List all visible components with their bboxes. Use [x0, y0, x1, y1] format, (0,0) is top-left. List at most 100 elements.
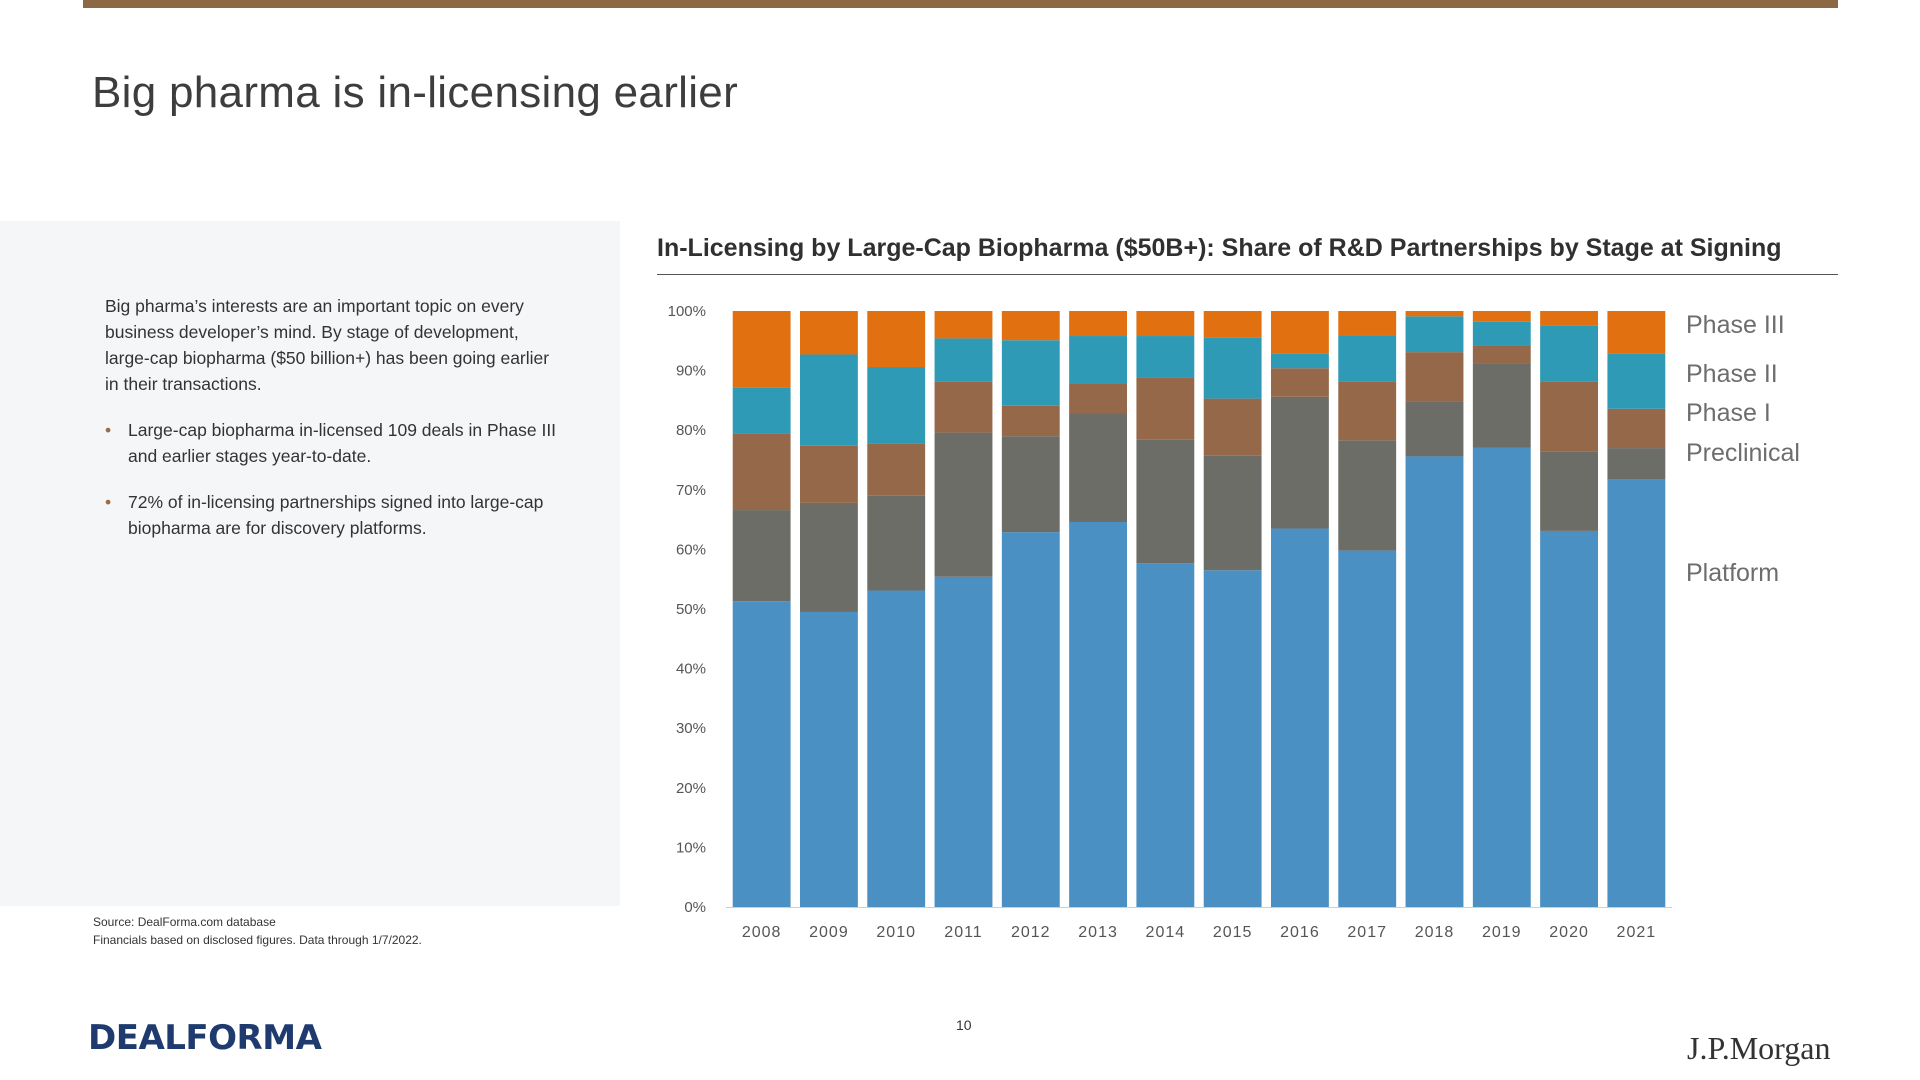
bar-segment-platform: [732, 601, 791, 907]
bar-segment-platform: [934, 576, 993, 907]
bullet-item: • Large-cap biopharma in-licensed 109 dea…: [105, 417, 565, 469]
bar-segment-preclinical: [1203, 455, 1262, 571]
bullet-text: 72% of in-licensing partnerships signed …: [128, 492, 544, 538]
bar-segment-phase-iii: [1069, 311, 1128, 337]
bar-segment-phase-ii: [799, 354, 858, 446]
x-tick-label: 2009: [809, 924, 849, 941]
bar-segment-preclinical: [1136, 439, 1195, 564]
y-tick-label: 30%: [676, 720, 706, 737]
bar-segment-phase-iii: [1136, 311, 1195, 337]
bar-segment-preclinical: [934, 432, 993, 577]
bar-segment-phase-iii: [1338, 311, 1397, 336]
y-tick-label: 70%: [676, 482, 706, 499]
bar-segment-preclinical: [1607, 448, 1666, 480]
bar-segment-phase-iii: [799, 311, 858, 355]
bar-segment-phase-ii: [1405, 316, 1464, 353]
bar-segment-phase-iii: [1540, 311, 1599, 326]
bar-segment-phase-i: [1203, 398, 1262, 456]
bar-segment-phase-iii: [867, 311, 926, 368]
bar-segment-platform: [1540, 530, 1599, 907]
source-note: Source: DealForma.com database Financial…: [93, 913, 422, 949]
bar-segment-phase-iii: [1001, 311, 1060, 341]
y-tick-label: 90%: [676, 363, 706, 380]
bullet-item: • 72% of in-licensing partnerships signed…: [105, 489, 565, 541]
y-tick-label: 40%: [676, 661, 706, 678]
bar-segment-phase-ii: [732, 387, 791, 434]
chart-title-rule: [657, 274, 1838, 275]
legend-label: Phase II: [1686, 360, 1778, 388]
bar-segment-phase-iii: [1607, 311, 1666, 354]
y-tick-label: 20%: [676, 780, 706, 797]
bar-segment-phase-i: [1069, 383, 1128, 414]
bullet-dot-icon: •: [105, 420, 112, 440]
x-tick-label: 2011: [944, 924, 982, 941]
bar-segment-phase-i: [732, 433, 791, 511]
bar-segment-preclinical: [1001, 436, 1060, 533]
bar-segment-phase-ii: [867, 367, 926, 444]
legend-label: Platform: [1686, 559, 1779, 587]
x-tick-label: 2013: [1078, 924, 1118, 941]
x-tick-label: 2012: [1011, 924, 1051, 941]
bar-segment-phase-ii: [1136, 336, 1195, 378]
bar-segment-preclinical: [1540, 451, 1599, 531]
bar-segment-platform: [1069, 521, 1128, 907]
bar-segment-phase-ii: [1338, 335, 1397, 382]
x-tick-label: 2018: [1415, 924, 1455, 941]
y-tick-label: 0%: [684, 899, 706, 916]
bar-segment-phase-iii: [934, 311, 993, 339]
bar-segment-platform: [1472, 447, 1531, 907]
bar-segment-phase-i: [1270, 368, 1329, 397]
y-tick-label: 60%: [676, 541, 706, 558]
x-tick-label: 2015: [1213, 924, 1253, 941]
top-accent-rule: [83, 0, 1838, 8]
bar-segment-phase-iii: [1472, 311, 1531, 322]
intro-paragraph: Big pharma’s interests are an important …: [105, 296, 550, 394]
x-tick-label: 2017: [1347, 924, 1387, 941]
bar-segment-phase-i: [1405, 352, 1464, 402]
bar-segment-platform: [1338, 550, 1397, 907]
bar-segment-phase-ii: [1540, 325, 1599, 382]
bar-segment-preclinical: [1338, 440, 1397, 551]
legend-label: Phase III: [1686, 311, 1785, 339]
bar-segment-phase-iii: [732, 311, 791, 388]
bar-segment-phase-i: [1472, 345, 1531, 364]
x-tick-label: 2008: [742, 924, 782, 941]
bar-segment-preclinical: [1405, 401, 1464, 457]
x-tick-label: 2014: [1146, 924, 1186, 941]
bar-segment-phase-ii: [1607, 353, 1666, 409]
bar-segment-phase-iii: [1203, 311, 1262, 338]
bar-segment-preclinical: [1069, 413, 1128, 522]
bar-segment-platform: [799, 611, 858, 907]
bar-segment-preclinical: [1270, 396, 1329, 529]
bar-segment-phase-i: [1607, 408, 1666, 449]
bar-segment-phase-i: [934, 381, 993, 433]
bar-segment-preclinical: [1472, 363, 1531, 448]
y-tick-label: 80%: [676, 422, 706, 439]
x-tick-label: 2016: [1280, 924, 1320, 941]
bar-segment-preclinical: [867, 495, 926, 591]
bar-segment-platform: [1136, 563, 1195, 907]
source-line: Source: DealForma.com database: [93, 915, 276, 929]
key-points-list: • Large-cap biopharma in-licensed 109 dea…: [105, 417, 565, 561]
bar-segment-phase-i: [1338, 381, 1397, 441]
bar-segment-platform: [1203, 570, 1262, 907]
bar-segment-phase-iii: [1270, 311, 1329, 354]
bar-segment-phase-i: [867, 443, 926, 496]
bar-segment-phase-i: [1540, 381, 1599, 452]
stacked-bar-chart: 0% 10% 20% 30% 40% 50% 60% 70% 80% 90% 100% 2008 200…: [668, 303, 1800, 941]
slide-title: Big pharma is in-licensing earlier: [92, 68, 739, 117]
bar-segment-platform: [1270, 528, 1329, 907]
x-tick-label: 2019: [1482, 924, 1522, 941]
bullet-dot-icon: •: [105, 492, 112, 512]
chart-title: In-Licensing by Large-Cap Biopharma ($50…: [657, 234, 1782, 262]
bar-segment-platform: [1607, 479, 1666, 907]
bar-segment-phase-ii: [1069, 336, 1128, 384]
bar-segment-preclinical: [799, 502, 858, 612]
bar-segment-platform: [867, 590, 926, 907]
y-tick-label: 100%: [668, 303, 706, 320]
bar-segment-phase-i: [799, 445, 858, 503]
x-tick-label: 2020: [1549, 924, 1589, 941]
page-number: 10: [956, 1017, 972, 1033]
x-tick-label: 2021: [1617, 924, 1657, 941]
bar-segment-phase-ii: [1001, 340, 1060, 406]
